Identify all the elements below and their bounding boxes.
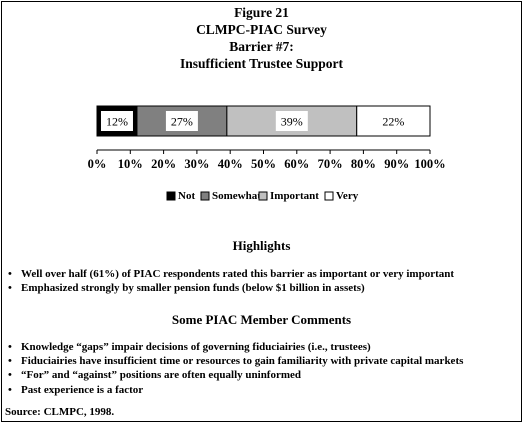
x-tick-label: 60% — [284, 157, 309, 171]
bullet-icon: • — [8, 355, 12, 368]
x-tick-label: 0% — [88, 157, 107, 171]
source-note: Source: CLMPC, 1998. — [5, 406, 115, 418]
data-label: 39% — [281, 115, 303, 129]
x-tick-label: 40% — [218, 157, 243, 171]
x-tick-label: 70% — [318, 157, 343, 171]
x-tick-label: 10% — [118, 157, 143, 171]
figure-title: Figure 21 CLMPC-PIAC Survey Barrier #7: … — [2, 4, 521, 72]
list-item: • Fiduciairies have insufficient time or … — [8, 355, 464, 368]
legend-label: Very — [336, 190, 359, 202]
data-label: 12% — [106, 115, 128, 129]
comments-list: • Knowledge “gaps” impair decisions of go… — [8, 340, 463, 397]
legend-swatch-important — [258, 191, 268, 201]
data-label: 22% — [382, 115, 404, 129]
data-label-box — [100, 111, 133, 131]
x-tick-label: 100% — [414, 157, 445, 171]
title-line-2: CLMPC-PIAC Survey — [196, 22, 327, 37]
data-label: 27% — [171, 115, 193, 129]
highlights-heading: Highlights — [232, 238, 291, 253]
legend-swatch-not — [166, 191, 176, 201]
x-tick-label: 90% — [384, 157, 409, 171]
x-tick-label: 20% — [151, 157, 176, 171]
bullet-icon: • — [8, 268, 12, 280]
data-label-box — [377, 111, 410, 131]
list-item: • “For” and “against” positions are often… — [8, 369, 302, 382]
bullet-icon: • — [8, 369, 12, 382]
list-item: • Emphasized strongly by smaller pension … — [8, 282, 365, 295]
bullet-icon: • — [8, 341, 12, 353]
title-line-1: Figure 21 — [234, 5, 289, 20]
list-item: • Knowledge “gaps” impair decisions of go… — [8, 341, 371, 353]
data-label-box — [275, 111, 308, 131]
highlights-list: • Well over half (61%) of PIAC respondent… — [8, 267, 454, 295]
legend-label: Not — [178, 190, 195, 202]
list-item: • Well over half (61%) of PIAC respondent… — [8, 268, 455, 280]
legend-swatch-somewhat — [200, 191, 210, 201]
title-line-3: Barrier #7: — [229, 39, 294, 54]
data-label-box — [165, 111, 198, 131]
list-item: • Past experience is a factor — [8, 383, 144, 396]
x-tick-label: 30% — [184, 157, 209, 171]
x-tick-label: 80% — [351, 157, 376, 171]
legend-swatch-very — [324, 191, 334, 201]
legend-label: Important — [270, 190, 319, 202]
bullet-icon: • — [8, 282, 12, 295]
comments-heading: Some PIAC Member Comments — [171, 312, 352, 327]
legend-label: Somewhat — [212, 190, 261, 202]
title-line-4: Insufficient Trustee Support — [179, 56, 343, 71]
x-tick-label: 50% — [251, 157, 276, 171]
stacked-bar-chart: 12% 27% 39% 22% 0% 10% 20% 30% 40% 50% 60% 70% 80% 90… — [88, 105, 446, 202]
bullet-icon: • — [8, 383, 12, 396]
